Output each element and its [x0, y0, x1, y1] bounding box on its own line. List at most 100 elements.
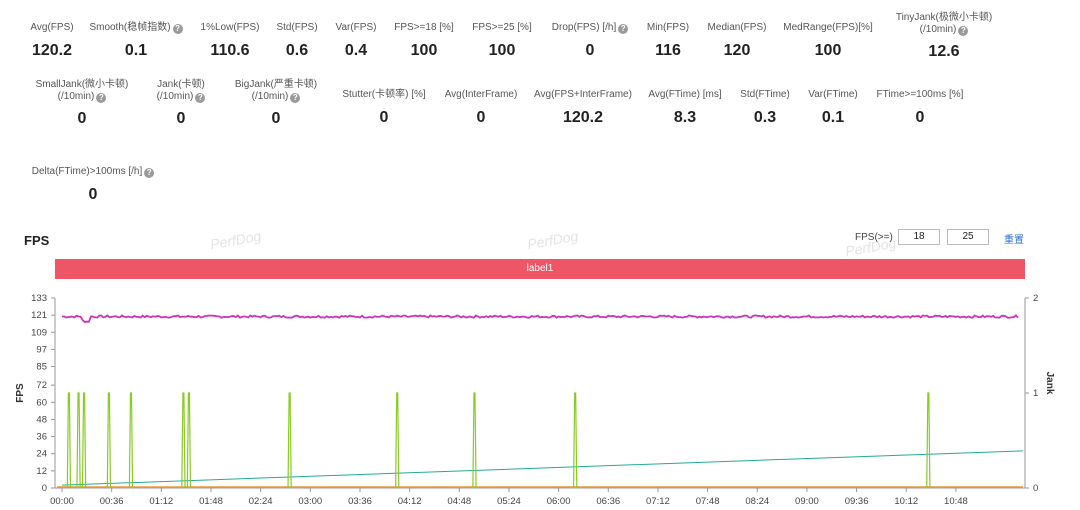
stat-label-unit: (/10min)	[57, 91, 95, 102]
stat-label-text: Smooth(稳帧指数)	[89, 22, 171, 33]
stat-value: 100	[488, 42, 516, 59]
stat-value: 120.2	[562, 109, 604, 126]
x-tick-label: 07:12	[646, 496, 670, 507]
stat-label: Min(FPS)	[598, 22, 738, 34]
x-tick-label: 08:24	[745, 496, 769, 507]
stat-item: BigJank(严重卡顿) (/10min)? 0	[206, 79, 346, 128]
stat-label-text: FPS>=25 [%]	[472, 22, 532, 33]
stat-value: 100	[814, 42, 842, 59]
stat-item: Var(FPS) 0.4	[286, 22, 426, 60]
stat-value: 0	[271, 110, 281, 127]
help-icon[interactable]: ?	[144, 168, 155, 178]
x-tick-label: 02:24	[249, 496, 273, 507]
y-tick-label: 24	[36, 449, 47, 460]
fps-threshold-input-1[interactable]: 18	[898, 229, 940, 245]
y-tick-label: 48	[36, 414, 47, 425]
stat-item: Median(FPS) 120	[667, 22, 807, 60]
reset-button[interactable]: 重置	[1004, 235, 1024, 246]
x-tick-label: 01:12	[149, 496, 173, 507]
stat-value: 0.4	[344, 42, 368, 59]
stat-label: BigJank(严重卡顿) (/10min)?	[206, 79, 346, 103]
stat-value: 0	[88, 186, 98, 203]
stat-label-unit: (/10min)	[251, 91, 289, 102]
stat-label: Std(FTime)	[695, 89, 835, 101]
y2-tick-label: 1	[1033, 388, 1038, 399]
stat-label: Avg(FPS)	[0, 22, 122, 34]
x-tick-label: 05:24	[497, 496, 521, 507]
y-axis-label: FPS	[15, 383, 26, 403]
stat-label: Stutter(卡顿率) [%]	[314, 89, 454, 101]
stat-label: Median(FPS)	[667, 22, 807, 34]
jank-spike	[472, 392, 477, 489]
stat-value: 120	[723, 42, 751, 59]
help-icon[interactable]: ?	[172, 24, 183, 34]
jank-spike	[395, 392, 400, 489]
stat-label-text: Delta(FTime)>100ms [/h]	[31, 166, 143, 177]
y-tick-label: 12	[36, 466, 47, 477]
stat-label-unit: (/10min)	[156, 91, 194, 102]
stat-label: Avg(FTime) [ms]	[615, 89, 755, 101]
stat-label-text: FPS>=18 [%]	[394, 22, 454, 33]
stat-label-text: FTime>=100ms [%]	[876, 89, 964, 100]
stat-label-text: TinyJank(极微小卡顿)	[895, 12, 993, 23]
stat-label: FPS>=18 [%]	[354, 22, 494, 34]
stat-item: Smooth(稳帧指数)? 0.1	[66, 22, 206, 60]
stat-label: Avg(FPS+InterFrame)	[513, 89, 653, 101]
stat-label-text: Avg(InterFrame)	[444, 89, 518, 100]
stat-value: 0.1	[124, 42, 148, 59]
trend-series-line	[61, 450, 1024, 486]
stat-label: Delta(FTime)>100ms [/h]?	[23, 166, 163, 178]
stat-item: Avg(FPS+InterFrame) 120.2	[513, 89, 653, 127]
stat-label-text: Stutter(卡顿率) [%]	[342, 89, 426, 100]
stat-value: 0	[915, 109, 925, 126]
stat-item: FPS>=18 [%] 100	[354, 22, 494, 60]
stat-label: Std(FPS)	[227, 22, 367, 34]
fps-threshold-input-2[interactable]: 25	[947, 229, 989, 245]
stat-label: FTime>=100ms [%]	[850, 89, 990, 101]
x-tick-label: 00:36	[100, 496, 124, 507]
jank-spike	[287, 392, 292, 489]
stat-item: Drop(FPS) [/h]? 0	[520, 22, 660, 60]
stat-value: 0.1	[821, 109, 845, 126]
fps-series-line	[61, 314, 1019, 324]
help-icon[interactable]: ?	[195, 93, 206, 103]
stat-value: 120.2	[31, 42, 73, 59]
stat-label-text: Var(FPS)	[335, 22, 377, 33]
help-icon[interactable]: ?	[96, 93, 107, 103]
help-icon[interactable]: ?	[290, 93, 301, 103]
section-title: FPS	[24, 233, 50, 248]
stat-label: Var(FPS)	[286, 22, 426, 34]
jank-spike	[76, 392, 81, 489]
y-tick-label: 109	[31, 327, 47, 338]
stat-label-text: 1%Low(FPS)	[200, 22, 260, 33]
help-icon[interactable]: ?	[618, 24, 629, 34]
label-bar[interactable]: label1	[55, 259, 1025, 279]
jank-spike	[181, 392, 186, 489]
stat-label-text: Std(FTime)	[740, 89, 790, 100]
stat-label: Var(FTime)	[763, 89, 903, 101]
stat-item: Std(FPS) 0.6	[227, 22, 367, 60]
jank-spike	[926, 392, 931, 489]
stat-item: Avg(FTime) [ms] 8.3	[615, 89, 755, 127]
x-tick-label: 09:36	[845, 496, 869, 507]
help-icon[interactable]: ?	[958, 26, 969, 36]
x-tick-label: 04:12	[398, 496, 422, 507]
x-tick-label: 01:48	[199, 496, 223, 507]
y-tick-label: 121	[31, 310, 47, 321]
stat-value: 0	[379, 109, 389, 126]
y-tick-label: 72	[36, 380, 47, 391]
y-tick-label: 85	[36, 362, 47, 373]
stat-value: 0	[77, 110, 87, 127]
x-tick-label: 06:36	[596, 496, 620, 507]
stat-item: Avg(InterFrame) 0	[411, 89, 551, 127]
x-tick-label: 03:36	[348, 496, 372, 507]
stat-value: 0	[176, 110, 186, 127]
x-tick-label: 04:48	[447, 496, 471, 507]
stat-label-text: BigJank(严重卡顿)	[234, 79, 318, 90]
stat-item: TinyJank(极微小卡顿) (/10min)? 12.6	[874, 12, 1014, 61]
x-tick-label: 00:00	[50, 496, 74, 507]
stat-value: 100	[410, 42, 438, 59]
stat-label: Smooth(稳帧指数)?	[66, 22, 206, 34]
stat-label: MedRange(FPS)[%]	[758, 22, 898, 34]
